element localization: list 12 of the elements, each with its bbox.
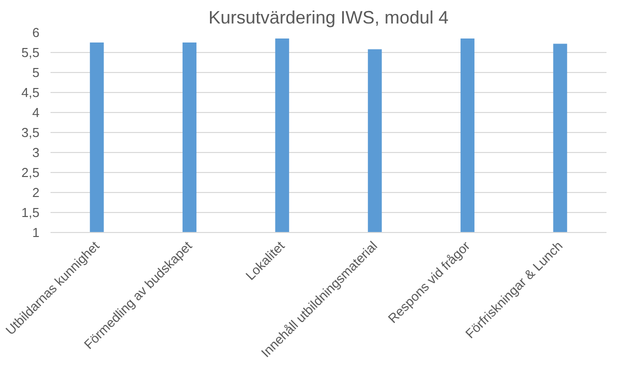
y-tick-label: 3,5	[21, 125, 40, 140]
y-tick-label: 3	[32, 145, 40, 160]
y-tick-label: 5,5	[21, 45, 40, 60]
y-tick-label: 6	[32, 25, 40, 40]
y-tick-label: 4,5	[21, 85, 40, 100]
chart-title: Kursutvärdering IWS, modul 4	[208, 8, 449, 28]
y-tick-label: 4	[32, 105, 40, 120]
y-tick-label: 1,5	[21, 205, 40, 220]
y-tick-label: 1	[32, 225, 40, 240]
y-tick-label: 2	[32, 185, 40, 200]
y-tick-label: 5	[32, 65, 40, 80]
y-tick-label: 2,5	[21, 165, 40, 180]
